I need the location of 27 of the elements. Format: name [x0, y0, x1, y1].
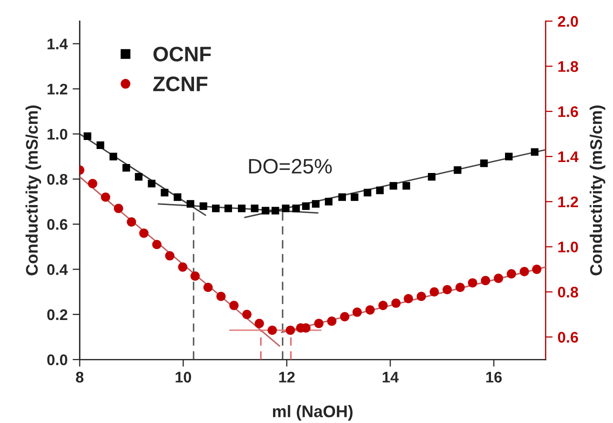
y2-tick-label: 0.6 — [558, 332, 578, 343]
y2-tick-label: 1.6 — [558, 106, 578, 118]
y2-tick-label: 0.8 — [558, 286, 578, 298]
y2-axis-title: Conductivity (mS/cm) — [590, 106, 606, 276]
y-tick-label: 0.8 — [47, 174, 68, 185]
y-tick-label: 1.4 — [48, 38, 68, 50]
y2-tick-label: 2.0 — [558, 16, 578, 27]
annotation: DO=25% — [249, 158, 332, 174]
y-tick-label: 0.2 — [47, 309, 68, 320]
x-axis-title: ml (NaOH) — [272, 405, 353, 421]
y-tick-label: 0.0 — [47, 354, 68, 366]
x-tick-label: 16 — [486, 372, 502, 383]
y-tick-label: 0.6 — [47, 219, 68, 230]
y2-tick-label: 1.4 — [558, 152, 579, 162]
y-tick-label: 0.4 — [47, 264, 68, 275]
x-tick-label: 14 — [382, 372, 399, 382]
y-axis-title: Conductivity (mS/cm) — [26, 106, 42, 276]
legend-label: ZCNF — [153, 76, 208, 92]
y2-tick-label: 1.0 — [558, 242, 578, 252]
y2-tick-label: 1.2 — [558, 196, 578, 208]
x-tick-label: 8 — [76, 372, 84, 383]
y-tick-label: 1.0 — [48, 128, 68, 140]
y-tick-label: 1.2 — [48, 84, 68, 94]
y2-tick-label: 1.8 — [558, 61, 578, 72]
x-tick-label: 12 — [279, 372, 295, 382]
legend-label: OCNF — [153, 46, 211, 62]
x-tick-label: 10 — [176, 372, 192, 383]
